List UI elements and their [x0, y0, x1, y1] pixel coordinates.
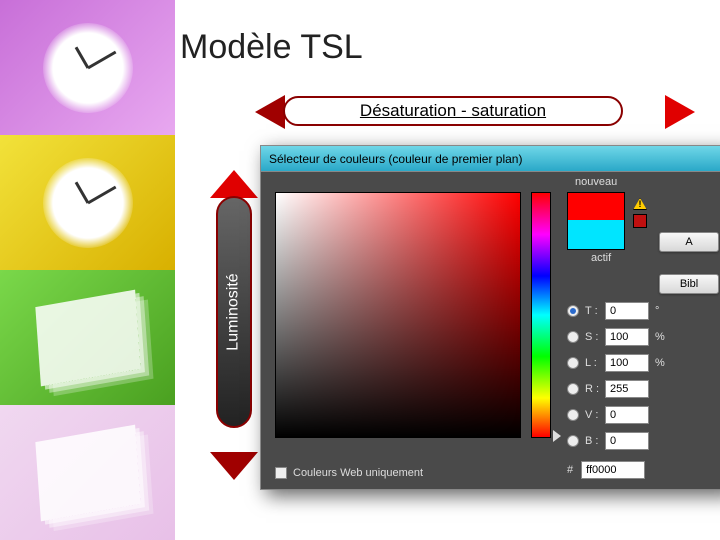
color-swatch — [567, 192, 625, 250]
checkbox-icon[interactable] — [275, 467, 287, 479]
button-a[interactable]: A — [659, 232, 719, 252]
field-group: T : ° S : % L : % R : — [567, 298, 665, 454]
window-titlebar[interactable]: Sélecteur de couleurs (couleur de premie… — [261, 146, 720, 172]
label-v: V : — [585, 409, 605, 421]
web-colors-checkbox-row[interactable]: Couleurs Web uniquement — [275, 467, 423, 479]
gamut-warning-swatch[interactable] — [633, 214, 647, 228]
hue-indicator-icon[interactable] — [553, 430, 561, 442]
hex-input[interactable] — [581, 461, 645, 479]
input-s[interactable] — [605, 328, 649, 346]
saturation-value-field[interactable] — [275, 192, 521, 438]
input-v[interactable] — [605, 406, 649, 424]
row-s: S : % — [567, 324, 665, 350]
arrow-right-head-icon — [665, 95, 695, 129]
label-l: L : — [585, 357, 605, 369]
radio-t[interactable] — [567, 305, 579, 317]
slide-sidebar-images — [0, 0, 175, 540]
arrow-left-head-icon — [255, 95, 285, 129]
unit-s: % — [655, 331, 665, 343]
radio-s[interactable] — [567, 331, 579, 343]
deco-tile-1 — [0, 0, 175, 135]
radio-l[interactable] — [567, 357, 579, 369]
label-t: T : — [585, 305, 605, 317]
unit-t: ° — [655, 305, 659, 317]
arrow-down-head-icon — [210, 452, 258, 480]
deco-tile-4 — [0, 405, 175, 540]
label-actif: actif — [591, 252, 611, 264]
row-v: V : — [567, 402, 665, 428]
deco-tile-3 — [0, 270, 175, 405]
hex-label: # — [567, 464, 573, 476]
button-bibl[interactable]: Bibl — [659, 274, 719, 294]
input-t[interactable] — [605, 302, 649, 320]
row-l: L : % — [567, 350, 665, 376]
color-picker-window: Sélecteur de couleurs (couleur de premie… — [260, 145, 720, 490]
gamut-warning-icon[interactable]: ! — [633, 198, 647, 210]
radio-v[interactable] — [567, 409, 579, 421]
vertical-arrow: Luminosité — [210, 170, 258, 480]
hue-slider[interactable] — [531, 192, 551, 438]
horizontal-arrow: Désaturation - saturation — [255, 92, 695, 132]
radio-b[interactable] — [567, 435, 579, 447]
v-arrow-label: Luminosité — [225, 273, 243, 350]
arrow-up-head-icon — [210, 170, 258, 198]
row-b: B : — [567, 428, 665, 454]
unit-l: % — [655, 357, 665, 369]
h-arrow-label: Désaturation - saturation — [283, 96, 623, 126]
input-b[interactable] — [605, 432, 649, 450]
swatch-active[interactable] — [568, 220, 624, 249]
label-s: S : — [585, 331, 605, 343]
label-b: B : — [585, 435, 605, 447]
web-colors-label: Couleurs Web uniquement — [293, 467, 423, 479]
input-r[interactable] — [605, 380, 649, 398]
row-r: R : — [567, 376, 665, 402]
deco-tile-2 — [0, 135, 175, 270]
input-l[interactable] — [605, 354, 649, 372]
row-t: T : ° — [567, 298, 665, 324]
label-r: R : — [585, 383, 605, 395]
swatch-new[interactable] — [568, 193, 624, 222]
radio-r[interactable] — [567, 383, 579, 395]
slide-title: Modèle TSL — [180, 28, 363, 67]
label-nouveau: nouveau — [575, 176, 617, 188]
